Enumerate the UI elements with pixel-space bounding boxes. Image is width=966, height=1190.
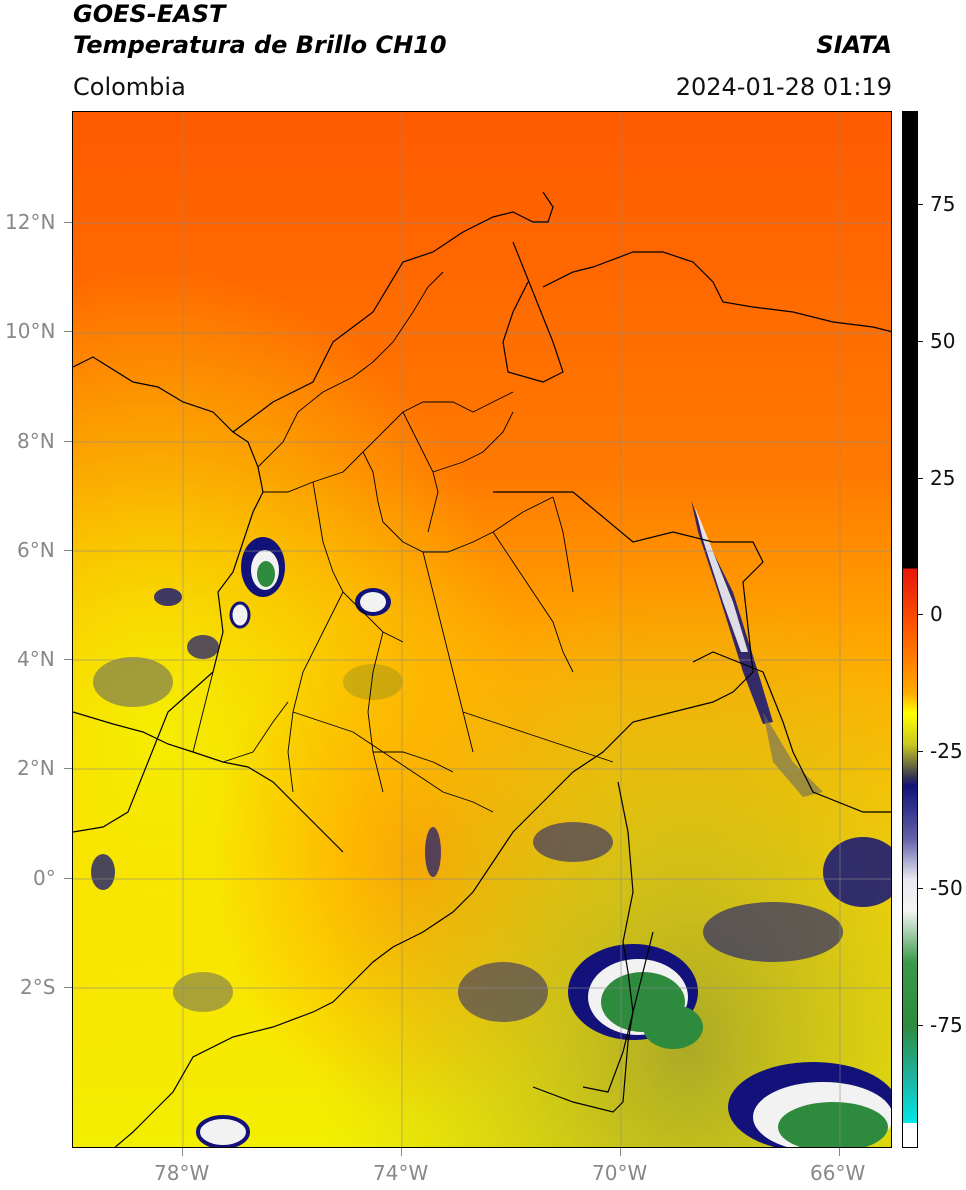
colorbar-svg [903,112,917,1147]
department-boundaries [192,271,614,813]
lat-label: 12°N [5,210,56,234]
country-boundaries [73,191,891,1147]
gridlines [73,112,891,1147]
lat-label: 0° [33,866,56,890]
lon-label: 78°W [154,1161,210,1185]
colorbar-label: -75 [930,1013,963,1037]
lat-label: 8°N [17,429,55,453]
colorbar-label: 25 [930,466,956,490]
colorbar-label: 75 [930,192,956,216]
lat-label: 4°N [17,647,55,671]
agency-label: SIATA [816,31,892,59]
lon-label: 70°W [592,1161,648,1185]
map-svg [73,112,891,1147]
lat-label: 10°N [5,319,56,343]
satellite-map [72,111,892,1148]
lat-label: 6°N [17,538,55,562]
colorbar [902,111,918,1148]
title-satellite: GOES-EAST [73,0,226,28]
lat-label: 2°N [17,756,55,780]
lon-label: 74°W [373,1161,429,1185]
colorbar-label: -25 [930,739,963,763]
colorbar-label: 0 [930,602,943,626]
lat-label: 2°S [20,975,56,999]
colorbar-label: 50 [930,329,956,353]
title-product: Temperatura de Brillo CH10 [73,31,447,59]
region-label: Colombia [73,73,186,101]
colorbar-label: -50 [930,876,963,900]
timestamp: 2024-01-28 01:19 [675,73,892,101]
lon-label: 66°W [810,1161,866,1185]
